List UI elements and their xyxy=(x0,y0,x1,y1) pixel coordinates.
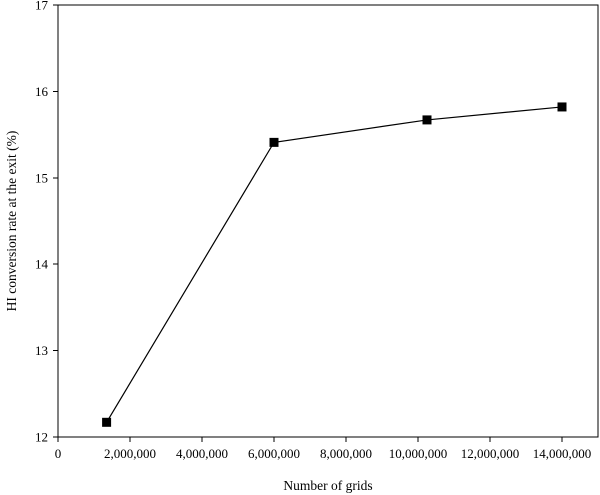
data-series xyxy=(102,102,567,427)
data-point-marker xyxy=(102,417,112,427)
data-point-marker xyxy=(422,115,432,125)
x-axis-ticks: 0 2,000,000 4,000,000 6,000,000 8,000,000 10,… xyxy=(55,437,592,461)
x-tick-label: 6,000,000 xyxy=(248,446,300,461)
y-tick-label: 13 xyxy=(35,343,48,358)
x-tick-label: 12,000,000 xyxy=(461,446,520,461)
x-tick-label: 0 xyxy=(55,446,62,461)
plot-frame xyxy=(57,4,599,438)
x-tick-label: 2,000,000 xyxy=(104,446,156,461)
x-tick-label: 10,000,000 xyxy=(389,446,448,461)
data-point-marker xyxy=(269,137,279,147)
x-tick-label: 14,000,000 xyxy=(533,446,592,461)
y-tick-label: 16 xyxy=(35,84,49,99)
data-point-marker xyxy=(557,102,567,112)
y-tick-label: 14 xyxy=(35,257,49,272)
x-axis-label: Number of grids xyxy=(283,478,372,493)
y-tick-label: 12 xyxy=(35,430,48,445)
y-tick-label: 15 xyxy=(35,170,48,185)
y-tick-label: 17 xyxy=(35,0,49,13)
x-tick-label: 8,000,000 xyxy=(320,446,372,461)
axes xyxy=(57,4,599,438)
series-line xyxy=(106,106,563,423)
y-axis-label: HI conversion rate at the exit (%) xyxy=(4,131,19,312)
y-axis-ticks: 12 13 14 15 16 17 xyxy=(35,0,58,445)
x-tick-label: 4,000,000 xyxy=(176,446,228,461)
